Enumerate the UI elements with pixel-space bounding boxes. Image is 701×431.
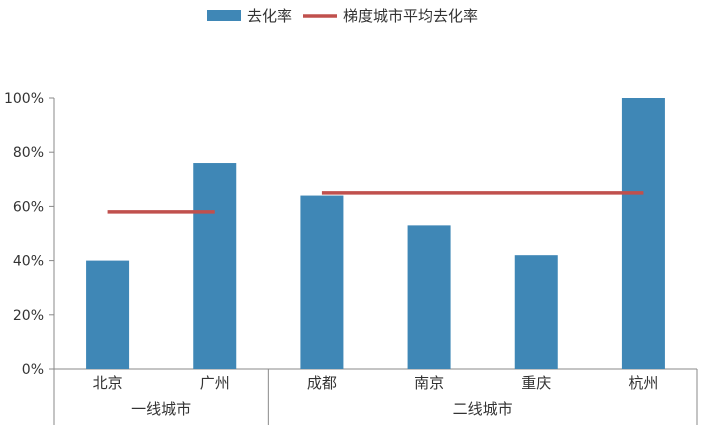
bar [514,255,558,369]
legend-label-bar: 去化率 [247,7,292,25]
x-tick-label: 杭州 [628,374,658,392]
x-tick-label: 南京 [414,374,444,392]
bar [86,260,130,369]
y-tick-label: 60% [13,199,44,215]
legend-swatch-bar [207,10,241,21]
bar [193,163,237,369]
legend-label-line: 梯度城市平均去化率 [343,7,478,25]
x-tick-label: 北京 [93,374,123,392]
x-group-label: 二线城市 [453,400,513,418]
bar [300,195,344,369]
y-tick-label: 0% [22,362,44,378]
bar-series [86,98,665,369]
x-tick-label: 重庆 [521,374,551,392]
bar [407,225,451,369]
x-tick-label: 广州 [200,374,230,392]
y-axis: 0% 20% 40% 60% 80% 100% [4,91,55,378]
line-series [107,191,644,214]
legend: 去化率 梯度城市平均去化率 [207,7,478,25]
y-tick-label: 80% [13,145,44,161]
bar [621,98,665,369]
y-tick-label: 100% [4,91,44,107]
x-tick-label: 成都 [307,374,337,392]
x-group-label: 一线城市 [131,400,191,418]
y-tick-label: 20% [13,308,44,324]
y-tick-label: 40% [13,254,44,270]
